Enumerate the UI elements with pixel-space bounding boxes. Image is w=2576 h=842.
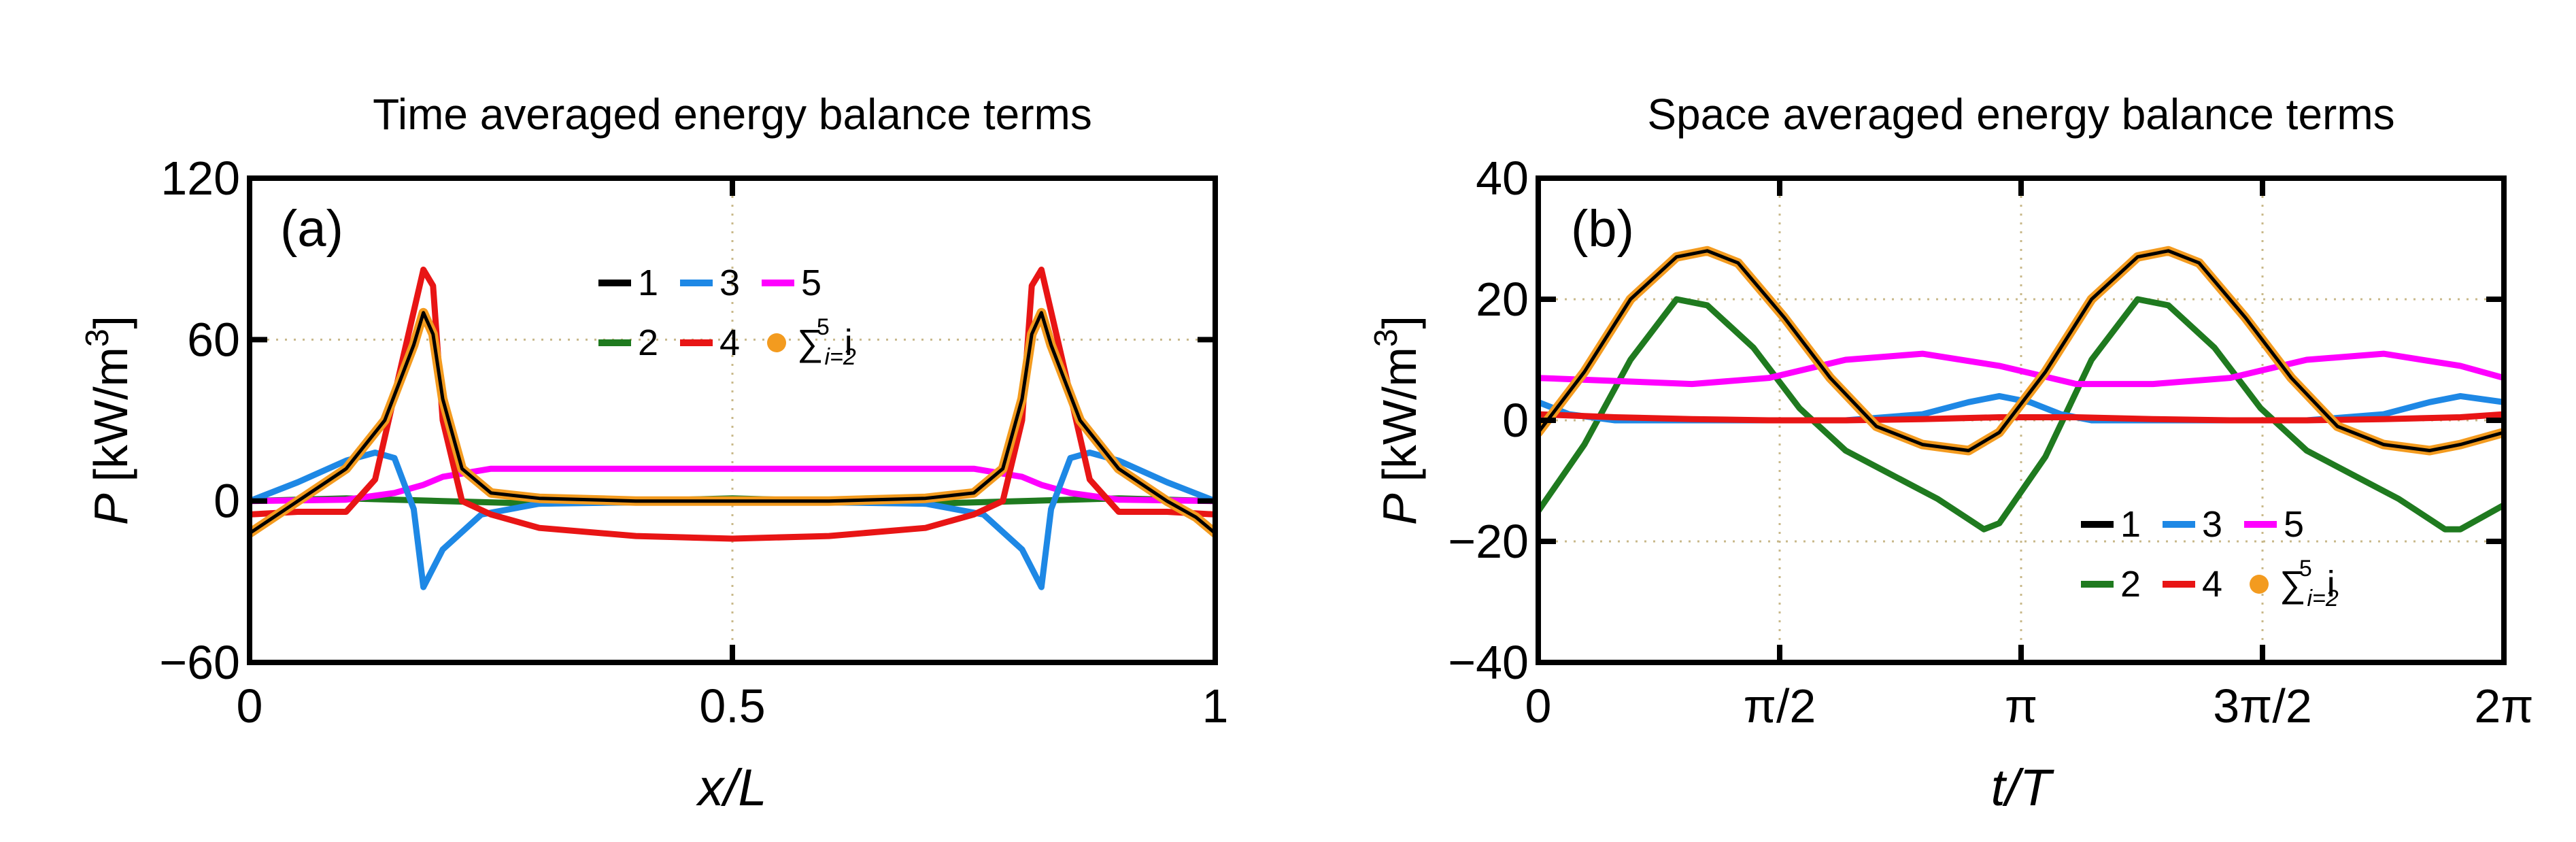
panel-label: (b) — [1571, 200, 1634, 258]
series-group — [250, 267, 1215, 590]
series-line-4 — [1538, 411, 2504, 424]
y-axis-label: P [kW/m3] — [1368, 316, 1426, 525]
tick-label-x: π/2 — [1744, 679, 1816, 732]
legend-label-3: 3 — [2202, 504, 2222, 545]
legend-label-3: 3 — [719, 263, 740, 303]
tick-label-y: 60 — [187, 313, 240, 366]
legend-label-sum: ∑i=2 5 i — [2280, 556, 2339, 611]
legend-sup: 5 — [817, 314, 830, 340]
tick-label-x: 2π — [2474, 679, 2533, 732]
y-axis-label-close: ] — [1373, 316, 1426, 329]
legend-sup: 5 — [2299, 556, 2312, 582]
tick-label-x: 0 — [1525, 679, 1552, 732]
y-axis-label-unit: [kW/m — [1373, 347, 1426, 482]
tick-label-y: −40 — [1448, 636, 1529, 689]
legend-sub: i=2 — [2307, 586, 2339, 611]
legend: 1 3 5 2 4 ∑i=2 5 i — [598, 263, 856, 370]
y-axis-label-exp: 3 — [80, 329, 116, 347]
chart-title: Time averaged energy balance terms — [373, 90, 1092, 139]
series-group — [1538, 246, 2504, 533]
series-line-5 — [250, 465, 1215, 505]
panel-label: (a) — [280, 200, 343, 258]
legend-label-4: 4 — [2202, 564, 2222, 605]
legend-sub: i=2 — [825, 344, 856, 370]
legend-label-1: 1 — [638, 263, 658, 303]
legend-label-5: 5 — [2284, 504, 2304, 545]
y-axis-label-var: P — [84, 482, 137, 525]
series-line-1 — [250, 311, 1215, 535]
series-line-2 — [1538, 296, 2504, 533]
legend: 1 3 5 2 4 ∑i=2 5 i — [2081, 504, 2339, 611]
tick-label-y: 0 — [1502, 394, 1529, 447]
legend-sigma: ∑ — [2280, 564, 2306, 605]
chart-panel-b: Space averaged energy balance terms −40 −2… — [1368, 90, 2534, 817]
y-axis-label-close: ] — [84, 316, 137, 329]
series-line-4 — [250, 267, 1215, 542]
y-axis-label: P [kW/m3] — [80, 316, 137, 525]
legend-label-5: 5 — [801, 263, 821, 303]
legend-label-1: 1 — [2120, 504, 2141, 545]
y-axis-label-exp: 3 — [1368, 329, 1404, 347]
tick-label-y: −20 — [1448, 515, 1529, 568]
series-line-1 — [1538, 249, 2504, 452]
series-line-5 — [1538, 350, 2504, 388]
legend-marker-sum — [2250, 575, 2269, 594]
y-axis-label-unit: [kW/m — [84, 347, 137, 482]
tick-label-x: 0.5 — [699, 679, 765, 732]
chart-title: Space averaged energy balance terms — [1647, 90, 2394, 139]
tick-label-y: 40 — [1476, 152, 1529, 205]
legend-sigma: ∑ — [797, 322, 824, 363]
x-axis-label: t/T — [1991, 759, 2054, 817]
legend-suffix: i — [2327, 564, 2335, 605]
series-line-3 — [250, 450, 1215, 590]
legend-label-2: 2 — [2120, 564, 2141, 605]
tick-label-x: 1 — [1202, 679, 1229, 732]
tick-label-y: 0 — [214, 475, 240, 528]
tick-label-x: π — [2005, 679, 2037, 732]
x-axis-label: x/L — [695, 759, 766, 817]
legend-label-sum: ∑i=2 5 i — [797, 314, 856, 370]
tick-label-y: −60 — [159, 636, 240, 689]
tick-label-x: 0 — [237, 679, 263, 732]
tick-label-x: 3π/2 — [2213, 679, 2312, 732]
legend-marker-sum — [767, 333, 786, 352]
legend-suffix: i — [845, 322, 853, 363]
legend-label-2: 2 — [638, 322, 658, 363]
y-axis-label-var: P — [1373, 482, 1426, 525]
legend-label-4: 4 — [719, 322, 740, 363]
chart-panel-a: Time averaged energy balance terms−60060… — [80, 90, 1228, 817]
tick-label-y: 20 — [1476, 273, 1529, 326]
tick-label-y: 120 — [160, 152, 240, 205]
